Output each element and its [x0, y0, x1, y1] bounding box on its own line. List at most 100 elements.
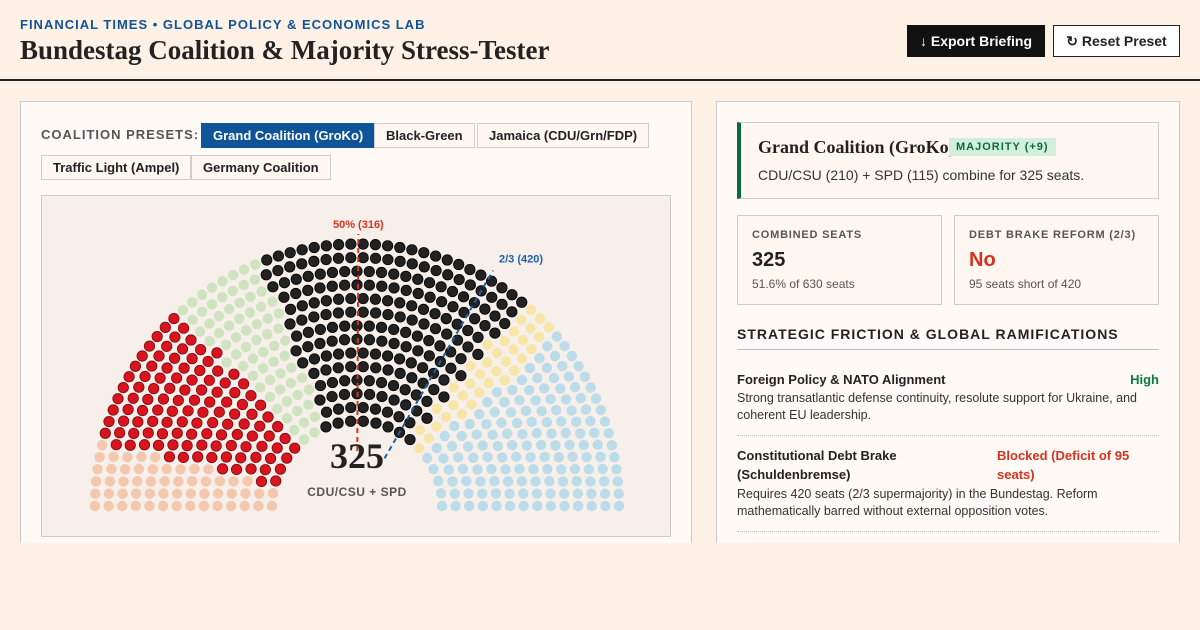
seat [240, 341, 252, 353]
seat [192, 451, 204, 463]
seat [370, 417, 382, 429]
seat [599, 488, 611, 499]
stat-card: COMBINED SEATS 325 51.6% of 630 seats [737, 215, 942, 305]
seat [516, 296, 528, 308]
seat [382, 308, 394, 321]
seat [555, 383, 566, 394]
preset-button[interactable]: Germany Coalition [191, 155, 331, 180]
seat [516, 353, 528, 364]
threshold-label: 50% (316) [333, 219, 384, 231]
seat [376, 335, 388, 347]
seat [394, 367, 406, 379]
preset-button[interactable]: Traffic Light (Ampel) [41, 155, 192, 180]
seat [246, 408, 258, 420]
seat [179, 384, 191, 396]
seat [534, 353, 545, 364]
seat [400, 284, 412, 296]
seat [260, 269, 272, 281]
seat [382, 364, 394, 376]
seat [296, 244, 308, 256]
seat [308, 297, 320, 309]
seat [314, 323, 326, 336]
seat [256, 286, 267, 297]
seat [292, 405, 303, 417]
seat [446, 285, 459, 298]
seat [491, 387, 503, 398]
preset-button[interactable]: Grand Coalition (GroKo) [201, 123, 376, 148]
seat [139, 370, 151, 383]
seat [375, 321, 388, 333]
seat [332, 239, 345, 251]
seat [499, 317, 511, 330]
seat [177, 322, 190, 334]
seat [475, 269, 487, 281]
seat [363, 375, 375, 387]
seat [245, 390, 257, 402]
seat [439, 430, 450, 442]
seat [404, 433, 416, 446]
seat [268, 340, 280, 352]
seat [103, 415, 115, 428]
seat [491, 365, 502, 377]
preset-button[interactable]: Jamaica (CDU/Grn/FDP) [477, 123, 650, 148]
seat [581, 451, 592, 463]
seat [363, 334, 376, 346]
seat [575, 393, 586, 404]
seat [518, 488, 529, 499]
seat [482, 396, 493, 408]
seat [279, 335, 291, 346]
seat [244, 307, 256, 318]
seat [578, 440, 589, 451]
seat [504, 488, 515, 499]
seat [196, 306, 208, 318]
seat [292, 389, 303, 401]
seat [281, 452, 293, 464]
seat [496, 417, 507, 428]
seat [388, 337, 400, 350]
preset-button[interactable]: Black-Green [374, 123, 475, 148]
seat [89, 500, 101, 512]
seat [388, 394, 400, 406]
seat [326, 335, 338, 347]
seat [539, 383, 550, 394]
seat [117, 488, 128, 499]
seat [423, 433, 435, 444]
seat [176, 343, 189, 355]
reset-button[interactable]: ↻ Reset Preset [1053, 25, 1180, 57]
seat [548, 372, 560, 384]
item-title: Foreign Policy & NATO Alignment [737, 372, 946, 387]
stat-value: No [969, 249, 996, 271]
seat [242, 475, 253, 487]
seat [433, 475, 444, 487]
seat [406, 258, 418, 270]
seat [213, 310, 225, 322]
seat [583, 464, 595, 475]
seat [421, 412, 433, 424]
seat [159, 321, 171, 333]
seat [357, 238, 369, 250]
seat [286, 362, 297, 373]
seat [457, 390, 469, 401]
seat [428, 463, 439, 475]
seat [575, 428, 586, 439]
export-button[interactable]: ↓ Export Briefing [907, 25, 1045, 57]
seat [241, 325, 252, 336]
seat [345, 238, 357, 250]
seat [211, 347, 223, 359]
seat [457, 463, 469, 475]
seat [411, 330, 423, 342]
seat [253, 500, 264, 512]
seat [404, 417, 416, 429]
seat [270, 475, 282, 487]
seat [284, 261, 296, 273]
seat [303, 384, 315, 395]
stat-card: DEBT BRAKE REFORM (2/3) No 95 seats short … [954, 215, 1159, 305]
seat [438, 453, 449, 464]
item-title: Constitutional Debt Brake (Schuldenbrems… [737, 448, 897, 482]
seat [186, 353, 198, 365]
seat [399, 384, 411, 396]
seat [406, 314, 418, 326]
friction-item: Constitutional Debt Brake (Schuldenbrems… [737, 436, 1159, 532]
seat [491, 500, 502, 512]
seat [175, 464, 186, 475]
